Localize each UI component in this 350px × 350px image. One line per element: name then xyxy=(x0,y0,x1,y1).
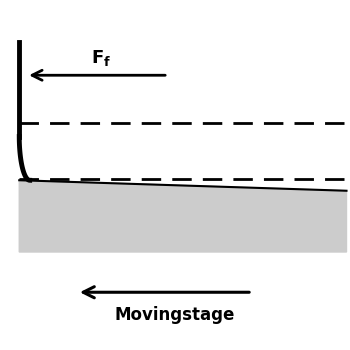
Polygon shape xyxy=(19,180,346,252)
Text: Movingstage: Movingstage xyxy=(115,306,235,324)
Text: $\mathbf{F_f}$: $\mathbf{F_f}$ xyxy=(91,48,112,68)
